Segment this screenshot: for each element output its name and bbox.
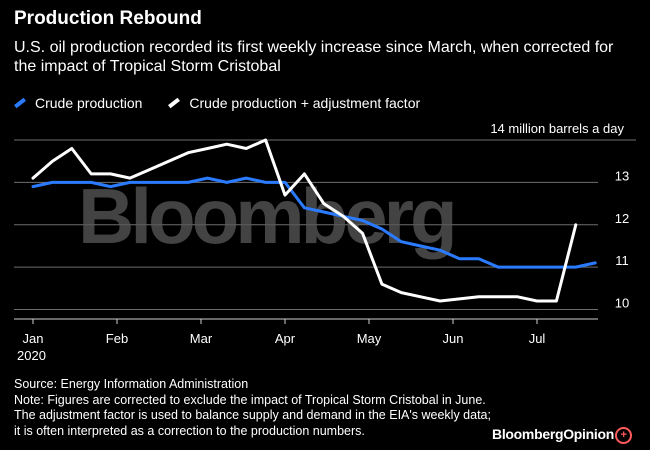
x-tick-label: May	[357, 331, 382, 346]
x-tick-label: Jan	[23, 331, 44, 346]
series-line-crude-production	[31, 176, 597, 269]
chart-subtitle: U.S. oil production recorded its first w…	[14, 39, 614, 75]
legend: Crude production Crude production + adju…	[14, 95, 446, 111]
x-tick-label: Mar	[190, 331, 213, 346]
y-tick-label: 11	[615, 253, 629, 268]
y-tick-label: 13	[615, 168, 629, 183]
x-tick-label: Apr	[275, 331, 296, 346]
brand-logo: BloombergOpinion +	[492, 426, 632, 444]
footnotes: Source: Energy Information Administratio…	[14, 377, 494, 439]
x-tick-label: Jun	[443, 331, 464, 346]
y-tick-label: 12	[615, 211, 629, 226]
y-unit-label: 14 million barrels a day	[490, 121, 624, 136]
brand-text: BloombergOpinion	[492, 426, 614, 442]
chart-note: Note: Figures are corrected to exclude t…	[14, 392, 491, 438]
plus-circle-icon: +	[615, 427, 632, 444]
watermark: Bloomberg	[78, 172, 454, 260]
series-line-crude-adjusted	[31, 138, 578, 303]
x-tick-label: Feb	[106, 331, 128, 346]
source-note: Source: Energy Information Administratio…	[14, 377, 249, 391]
legend-label: Crude production + adjustment factor	[189, 95, 421, 111]
chart-title: Production Rebound	[14, 8, 202, 29]
legend-label: Crude production	[35, 95, 143, 111]
x-tick-label: Jul	[529, 331, 546, 346]
y-tick-label: 10	[615, 296, 629, 311]
legend-item-crude-adjusted: Crude production + adjustment factor	[168, 95, 420, 111]
x-year-label: 2020	[17, 348, 46, 363]
legend-item-crude-production: Crude production	[14, 95, 142, 111]
